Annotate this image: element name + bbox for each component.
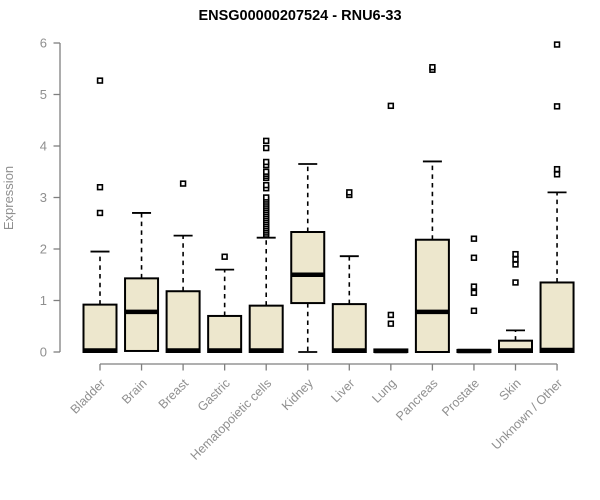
x-tick-label: Kidney xyxy=(279,376,316,413)
outlier-point xyxy=(470,254,478,261)
outlier-point xyxy=(512,256,519,263)
outlier-point xyxy=(470,307,478,314)
outlier-point xyxy=(262,144,270,152)
box-pancreas xyxy=(414,64,450,353)
y-tick-label: 5 xyxy=(40,87,47,102)
outlier-point xyxy=(262,181,270,189)
iqr-box xyxy=(82,303,118,353)
x-tick-label: Breast xyxy=(156,376,192,412)
iqr-box xyxy=(331,303,367,354)
x-tick-label: Hematopoietic cells xyxy=(188,376,275,463)
iqr-box xyxy=(414,238,450,353)
box-bladder xyxy=(82,77,118,353)
box-brain xyxy=(124,212,160,352)
iqr-box xyxy=(539,281,575,354)
outlier-point xyxy=(96,77,104,84)
outlier-point xyxy=(429,64,436,71)
outlier-point xyxy=(387,102,395,110)
y-tick-label: 2 xyxy=(40,242,47,257)
x-tick-label: Bladder xyxy=(68,376,108,416)
x-tick-label: Lung xyxy=(369,376,399,406)
outlier-point xyxy=(553,171,561,178)
outlier-point xyxy=(512,279,519,286)
iqr-box xyxy=(124,277,160,352)
outlier-point xyxy=(387,311,395,319)
iqr-box xyxy=(207,314,243,354)
iqr-box xyxy=(248,304,284,353)
box-skin xyxy=(498,250,533,354)
x-tick-label: Liver xyxy=(328,376,357,405)
y-tick-label: 1 xyxy=(40,293,47,308)
chart-title: ENSG00000207524 - RNU6-33 xyxy=(198,8,401,24)
y-axis-label: Expression xyxy=(1,166,16,230)
x-tick-label: Brain xyxy=(119,376,150,407)
y-tick-label: 0 xyxy=(40,345,47,360)
y-tick-label: 6 xyxy=(40,36,47,51)
iqr-box xyxy=(165,290,201,354)
outlier-point xyxy=(470,283,478,290)
outlier-point xyxy=(387,320,395,327)
iqr-box xyxy=(290,231,326,305)
y-tick-label: 4 xyxy=(40,139,47,154)
outlier-point xyxy=(553,41,561,48)
box-prostate xyxy=(456,235,492,354)
box-hematopoietic-cells xyxy=(248,137,284,353)
outlier-point xyxy=(470,235,478,242)
outlier-point xyxy=(512,250,519,258)
box-liver xyxy=(331,189,367,354)
outlier-point xyxy=(553,103,561,110)
outlier-point xyxy=(96,184,104,191)
outlier-point xyxy=(553,165,561,173)
box-kidney xyxy=(290,163,326,353)
x-tick-label: Unknown / Other xyxy=(489,376,565,452)
box-breast xyxy=(165,180,201,354)
boxes-layer xyxy=(82,41,575,354)
x-tick-label: Pancreas xyxy=(393,376,440,423)
box-gastric xyxy=(207,253,243,354)
box-lung xyxy=(373,102,409,354)
outlier-point xyxy=(512,261,519,268)
outlier-point xyxy=(346,189,353,196)
outlier-point xyxy=(221,253,228,260)
outlier-point xyxy=(179,180,187,187)
outlier-point xyxy=(262,194,270,201)
outlier-point xyxy=(470,289,478,296)
x-tick-label: Prostate xyxy=(439,376,482,419)
y-tick-label: 3 xyxy=(40,190,47,205)
box-unknown-other xyxy=(539,41,575,354)
outlier-point xyxy=(96,209,104,217)
outlier-point xyxy=(262,168,270,175)
x-tick-label: Skin xyxy=(497,376,524,403)
x-tick-label: Gastric xyxy=(195,376,233,414)
outlier-point xyxy=(262,137,270,145)
outlier-point xyxy=(262,158,270,166)
